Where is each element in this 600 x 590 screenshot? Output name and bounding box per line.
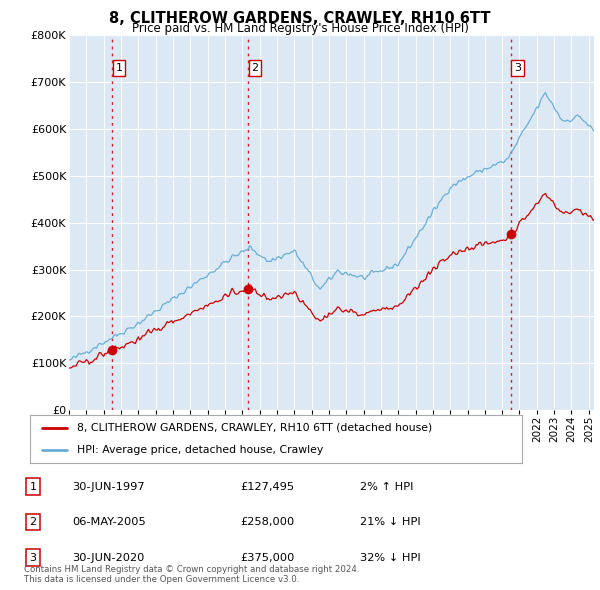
Text: 06-MAY-2005: 06-MAY-2005 bbox=[72, 517, 146, 527]
Text: HPI: Average price, detached house, Crawley: HPI: Average price, detached house, Craw… bbox=[77, 445, 323, 455]
Text: 32% ↓ HPI: 32% ↓ HPI bbox=[360, 553, 421, 562]
Text: 8, CLITHEROW GARDENS, CRAWLEY, RH10 6TT (detached house): 8, CLITHEROW GARDENS, CRAWLEY, RH10 6TT … bbox=[77, 423, 432, 433]
Text: 2: 2 bbox=[251, 63, 259, 73]
Text: Price paid vs. HM Land Registry's House Price Index (HPI): Price paid vs. HM Land Registry's House … bbox=[131, 22, 469, 35]
Text: 3: 3 bbox=[514, 63, 521, 73]
Text: 1: 1 bbox=[29, 482, 37, 491]
Text: 8, CLITHEROW GARDENS, CRAWLEY, RH10 6TT: 8, CLITHEROW GARDENS, CRAWLEY, RH10 6TT bbox=[109, 11, 491, 25]
Text: £375,000: £375,000 bbox=[240, 553, 295, 562]
Text: 21% ↓ HPI: 21% ↓ HPI bbox=[360, 517, 421, 527]
Text: 1: 1 bbox=[116, 63, 122, 73]
Text: 30-JUN-2020: 30-JUN-2020 bbox=[72, 553, 145, 562]
Text: 30-JUN-1997: 30-JUN-1997 bbox=[72, 482, 145, 491]
Text: £127,495: £127,495 bbox=[240, 482, 294, 491]
Text: 3: 3 bbox=[29, 553, 37, 562]
Text: £258,000: £258,000 bbox=[240, 517, 294, 527]
Text: 2% ↑ HPI: 2% ↑ HPI bbox=[360, 482, 413, 491]
Text: Contains HM Land Registry data © Crown copyright and database right 2024.
This d: Contains HM Land Registry data © Crown c… bbox=[24, 565, 359, 584]
Text: 2: 2 bbox=[29, 517, 37, 527]
